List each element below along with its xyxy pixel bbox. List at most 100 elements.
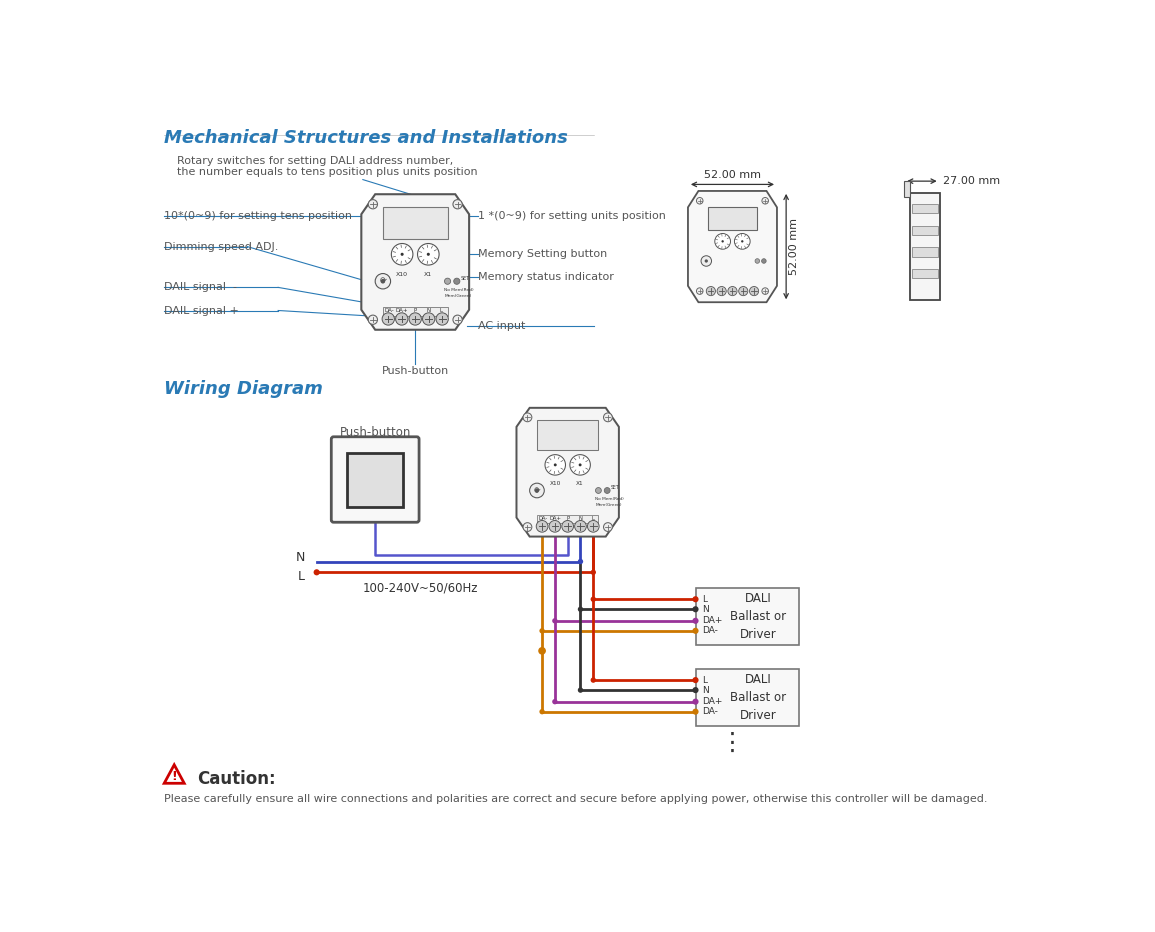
- Circle shape: [762, 198, 768, 204]
- Text: DA+: DA+: [396, 308, 409, 313]
- Text: the number equals to tens position plus units position: the number equals to tens position plus …: [177, 167, 477, 176]
- FancyBboxPatch shape: [708, 207, 758, 230]
- Circle shape: [590, 596, 596, 602]
- FancyBboxPatch shape: [331, 437, 419, 522]
- Circle shape: [696, 288, 703, 295]
- Text: Mem(Green): Mem(Green): [596, 503, 623, 507]
- Circle shape: [427, 253, 430, 255]
- Circle shape: [755, 259, 760, 263]
- Text: DA+: DA+: [702, 616, 722, 625]
- Circle shape: [739, 286, 747, 295]
- Circle shape: [553, 463, 557, 466]
- Text: DALI
Ballast or
Driver: DALI Ballast or Driver: [730, 673, 785, 721]
- Circle shape: [693, 606, 699, 612]
- Text: Please carefully ensure all wire connections and polarities are correct and secu: Please carefully ensure all wire connect…: [164, 794, 988, 804]
- Text: Caution:: Caution:: [198, 770, 276, 788]
- Circle shape: [578, 688, 583, 692]
- FancyBboxPatch shape: [696, 588, 799, 645]
- Circle shape: [409, 313, 422, 325]
- Circle shape: [454, 278, 460, 284]
- Circle shape: [538, 647, 546, 654]
- Circle shape: [604, 487, 610, 493]
- Circle shape: [453, 199, 462, 209]
- Text: SET: SET: [461, 276, 470, 281]
- Text: Dimming speed ADJ.: Dimming speed ADJ.: [164, 241, 278, 252]
- Circle shape: [717, 286, 726, 295]
- FancyBboxPatch shape: [537, 514, 598, 524]
- Circle shape: [368, 199, 378, 209]
- FancyBboxPatch shape: [904, 181, 910, 197]
- Circle shape: [693, 699, 699, 705]
- Polygon shape: [164, 765, 184, 783]
- Circle shape: [530, 483, 544, 498]
- Bar: [912, 226, 938, 235]
- Text: L: L: [702, 676, 707, 685]
- Text: Rotary switches for setting DALI address number,: Rotary switches for setting DALI address…: [177, 157, 453, 167]
- Bar: [912, 269, 938, 278]
- Circle shape: [761, 259, 766, 263]
- Text: L: L: [591, 515, 594, 521]
- Text: 52.00 mm: 52.00 mm: [789, 218, 799, 275]
- Circle shape: [561, 520, 574, 532]
- Bar: [912, 247, 938, 256]
- Circle shape: [693, 628, 699, 634]
- Circle shape: [728, 286, 737, 295]
- Text: No Mem(Red): No Mem(Red): [445, 288, 474, 293]
- Circle shape: [539, 709, 545, 714]
- Circle shape: [707, 286, 715, 295]
- Text: L: L: [702, 595, 707, 604]
- Text: DA-: DA-: [538, 515, 547, 521]
- Text: DA-: DA-: [385, 308, 394, 313]
- Circle shape: [418, 243, 439, 265]
- Text: L: L: [440, 308, 442, 313]
- Polygon shape: [516, 408, 619, 537]
- Text: Push-button: Push-button: [340, 426, 411, 439]
- Circle shape: [588, 520, 599, 532]
- FancyBboxPatch shape: [910, 193, 940, 300]
- Circle shape: [693, 596, 699, 602]
- Polygon shape: [362, 194, 469, 330]
- Circle shape: [693, 618, 699, 624]
- Circle shape: [368, 315, 378, 324]
- Text: X1: X1: [424, 272, 432, 277]
- Text: SET: SET: [611, 485, 619, 490]
- Text: DA-: DA-: [702, 707, 717, 716]
- Text: X1: X1: [576, 482, 584, 487]
- Circle shape: [762, 288, 768, 295]
- Circle shape: [314, 569, 320, 575]
- Text: ⟳: ⟳: [379, 277, 387, 286]
- Circle shape: [423, 313, 435, 325]
- Circle shape: [735, 234, 750, 249]
- Circle shape: [693, 708, 699, 715]
- Circle shape: [575, 520, 587, 532]
- Circle shape: [579, 463, 582, 466]
- Circle shape: [381, 279, 386, 283]
- Circle shape: [552, 699, 558, 705]
- Circle shape: [578, 559, 583, 564]
- Bar: [912, 204, 938, 213]
- Circle shape: [445, 278, 450, 284]
- Text: P: P: [413, 308, 417, 313]
- Circle shape: [590, 569, 596, 575]
- Text: 52.00 mm: 52.00 mm: [703, 170, 761, 180]
- Circle shape: [693, 677, 699, 683]
- Text: N: N: [579, 515, 582, 521]
- Circle shape: [715, 234, 730, 249]
- Text: Wiring Diagram: Wiring Diagram: [164, 380, 323, 398]
- Text: 10*(0~9) for setting tens position: 10*(0~9) for setting tens position: [164, 211, 352, 221]
- Circle shape: [590, 678, 596, 683]
- Circle shape: [569, 455, 590, 475]
- Text: Push-button: Push-button: [381, 366, 449, 376]
- Text: L: L: [298, 569, 305, 582]
- Circle shape: [437, 313, 448, 325]
- Circle shape: [401, 253, 404, 255]
- FancyBboxPatch shape: [696, 668, 799, 725]
- Circle shape: [382, 313, 395, 325]
- FancyBboxPatch shape: [537, 419, 598, 450]
- Circle shape: [701, 255, 711, 267]
- Text: N: N: [426, 308, 431, 313]
- Circle shape: [535, 488, 539, 493]
- Text: 100-240V~50/60Hz: 100-240V~50/60Hz: [363, 582, 478, 595]
- Text: DALI
Ballast or
Driver: DALI Ballast or Driver: [730, 592, 785, 640]
- Text: ⋮: ⋮: [720, 732, 745, 755]
